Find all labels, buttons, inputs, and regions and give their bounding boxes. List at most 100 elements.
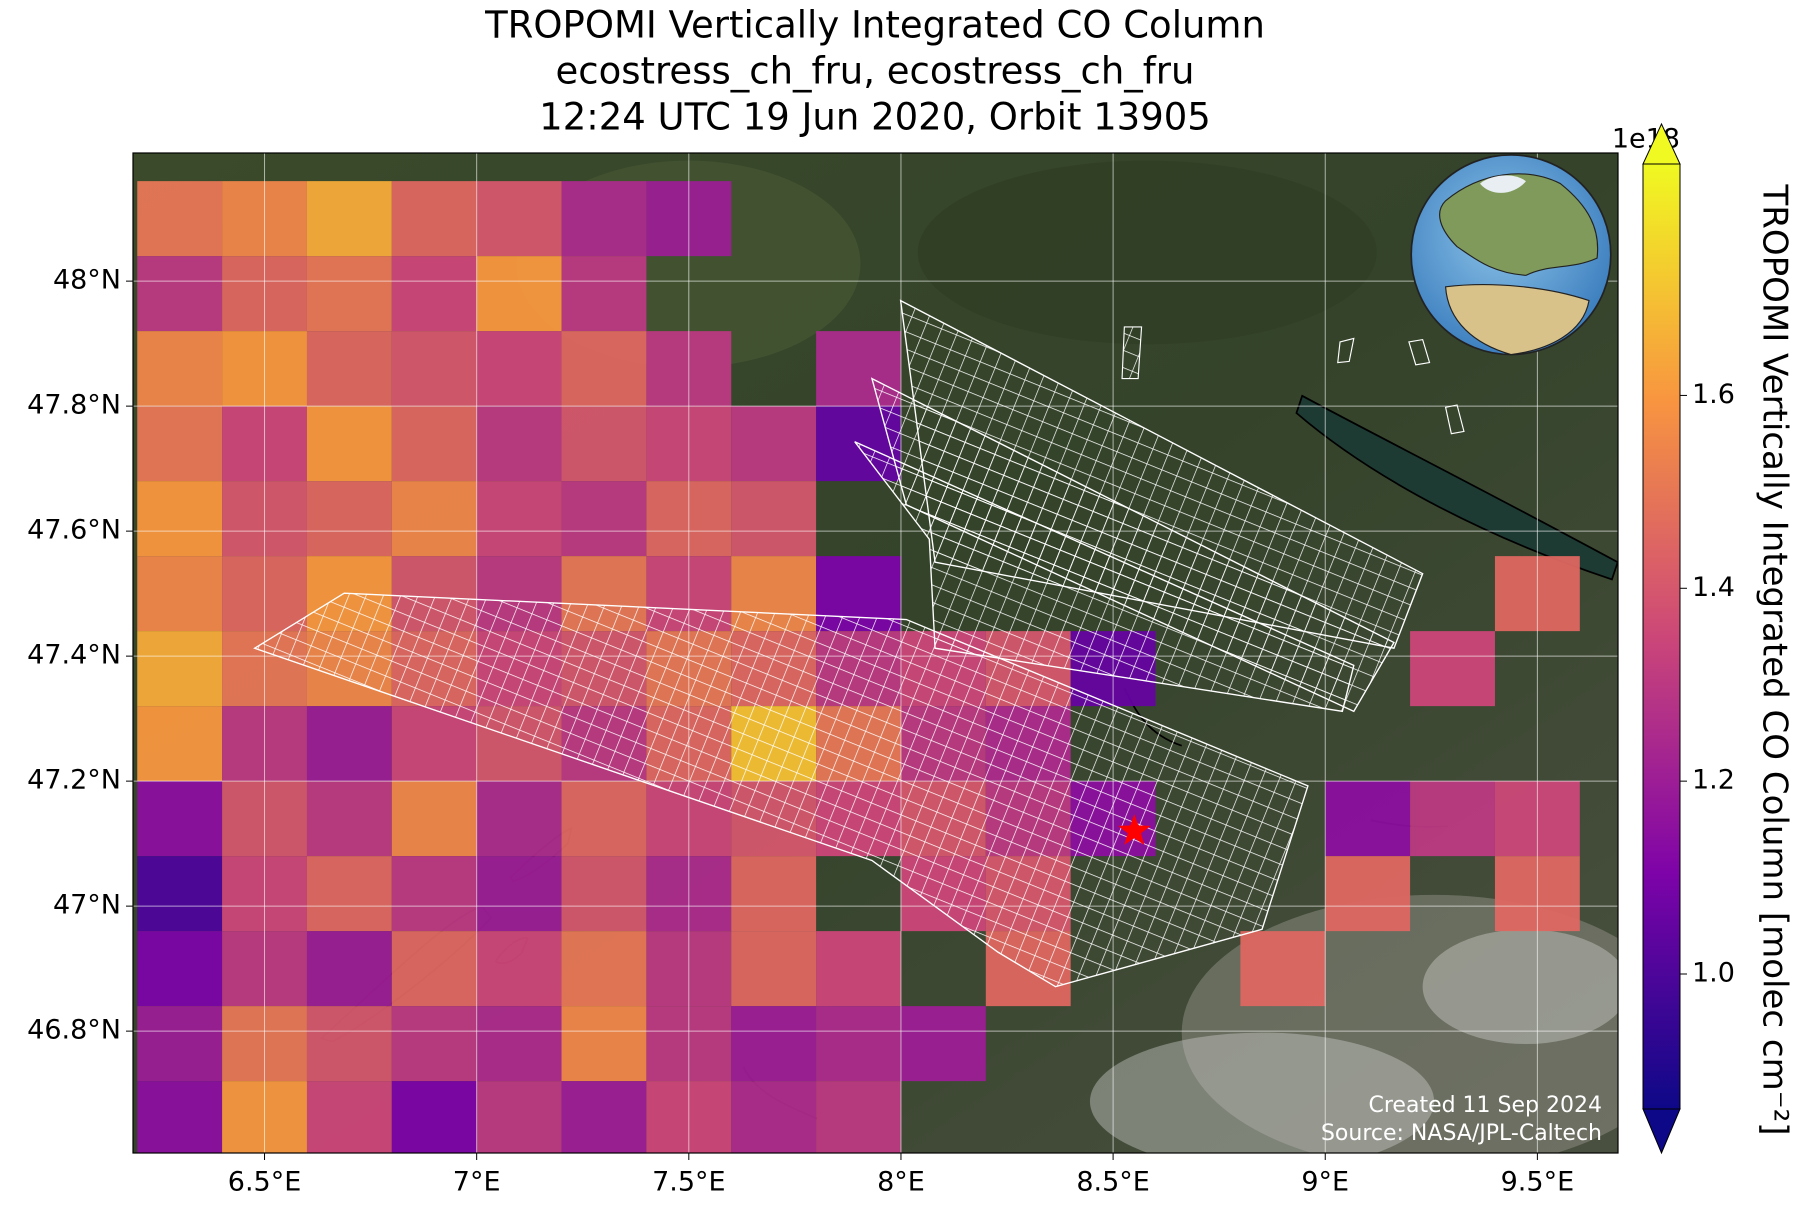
co-cell [137, 931, 223, 1007]
y-tick-label: 47.4°N [27, 640, 121, 671]
co-cell [561, 481, 647, 557]
co-cell [1410, 631, 1495, 707]
co-cell [1410, 781, 1495, 857]
swath [1408, 338, 1431, 366]
co-cell [306, 706, 392, 782]
globe-inset [1410, 154, 1612, 356]
x-tick-label: 9°E [1301, 1167, 1349, 1198]
colorbar-body [1642, 163, 1681, 1110]
co-cell [137, 856, 223, 932]
co-cell [1325, 856, 1411, 932]
colorbar-tick-label: 1.0 [1692, 958, 1735, 989]
co-cell [476, 1006, 562, 1082]
y-tick-label: 47.2°N [27, 765, 121, 796]
swath [253, 592, 1309, 988]
source-note: Source: NASA/JPL-Caltech [1321, 1121, 1602, 1146]
co-cell [391, 1081, 477, 1153]
co-cell [731, 931, 817, 1007]
co-cell [731, 856, 817, 932]
co-cell [476, 481, 562, 557]
map-frame [132, 152, 1619, 1154]
co-cell [731, 1006, 817, 1082]
co-cell [391, 781, 477, 857]
y-tick-label: 46.8°N [27, 1015, 121, 1046]
site-marker [1118, 814, 1151, 845]
co-cell [561, 406, 647, 482]
co-cell [137, 556, 223, 632]
co-cell [137, 181, 223, 257]
co-cell [137, 706, 223, 782]
co-cell [816, 931, 901, 1007]
co-cell [816, 1006, 901, 1082]
y-tick-label: 48°N [53, 265, 121, 296]
co-cell [306, 331, 392, 407]
co-cell [1240, 931, 1326, 1007]
colorbar: 1.0 1.2 1.4 1.6 [1642, 122, 1735, 1155]
co-cell [561, 856, 647, 932]
x-tick-label: 9.5°E [1501, 1167, 1575, 1198]
x-tick-label: 8.5°E [1076, 1167, 1150, 1198]
co-cell [137, 1006, 223, 1082]
swath [854, 441, 1355, 713]
co-cell [561, 1081, 647, 1153]
co-cell [476, 406, 562, 482]
co-cell [137, 256, 223, 332]
co-cell [476, 256, 562, 332]
co-cell [561, 331, 647, 407]
co-cell [306, 406, 392, 482]
y-tick-label: 47.6°N [27, 515, 121, 546]
co-cell [137, 1081, 223, 1153]
co-cell [476, 181, 562, 257]
co-cell [476, 331, 562, 407]
co-cell [1325, 781, 1411, 857]
co-cell [137, 331, 223, 407]
colorbar-extend-min [1642, 1108, 1681, 1155]
co-cell [561, 1006, 647, 1082]
co-cell [900, 1006, 986, 1082]
co-cell [306, 181, 392, 257]
co-cell [306, 256, 392, 332]
co-cell [476, 856, 562, 932]
co-cell [731, 481, 817, 557]
co-cell [306, 1081, 392, 1153]
co-cell [391, 181, 477, 257]
co-cell [731, 406, 817, 482]
colorbar-label: TROPOMI Vertically Integrated CO Column … [1755, 183, 1795, 1135]
co-cell [476, 931, 562, 1007]
co-cell [391, 331, 477, 407]
title-line: ecostress_ch_fru, ecostress_ch_fru [556, 50, 1195, 93]
co-cell [391, 856, 477, 932]
co-cell [476, 1081, 562, 1153]
ecostress-swaths [253, 299, 1465, 988]
created-note: Created 11 Sep 2024 [1369, 1093, 1603, 1118]
swath [1121, 326, 1143, 380]
swath [1337, 337, 1355, 364]
y-tick-label: 47.8°N [27, 390, 121, 421]
co-cell [561, 781, 647, 857]
co-cell [561, 256, 647, 332]
co-cell [731, 1081, 817, 1153]
co-cell [561, 931, 647, 1007]
co-cell [137, 781, 223, 857]
colorbar-tick-label: 1.6 [1692, 379, 1735, 410]
co-cell [391, 406, 477, 482]
co-cell [391, 256, 477, 332]
co-cell [391, 1006, 477, 1082]
x-tick-label: 7°E [453, 1167, 501, 1198]
co-cell [137, 631, 223, 707]
x-tick-label: 6.5°E [228, 1167, 302, 1198]
co-cell [137, 406, 223, 482]
title-line: 12:24 UTC 19 Jun 2020, Orbit 13905 [539, 96, 1211, 139]
co-cell [306, 1006, 392, 1082]
y-tick-label: 47°N [53, 890, 121, 921]
co-cell [476, 781, 562, 857]
map-area [133, 153, 1618, 1153]
co-cell [137, 481, 223, 557]
co-cell [306, 481, 392, 557]
grid [133, 153, 1618, 1153]
x-tick-label: 7.5°E [652, 1167, 726, 1198]
co-cell [561, 181, 647, 257]
co-cell [816, 1081, 901, 1153]
co-cell [306, 781, 392, 857]
